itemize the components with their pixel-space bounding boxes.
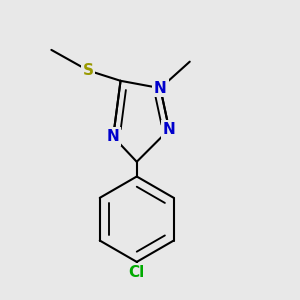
Text: N: N	[163, 122, 175, 137]
Text: S: S	[83, 63, 94, 78]
Text: N: N	[107, 129, 120, 144]
Text: Cl: Cl	[129, 265, 145, 280]
Text: N: N	[154, 81, 167, 96]
